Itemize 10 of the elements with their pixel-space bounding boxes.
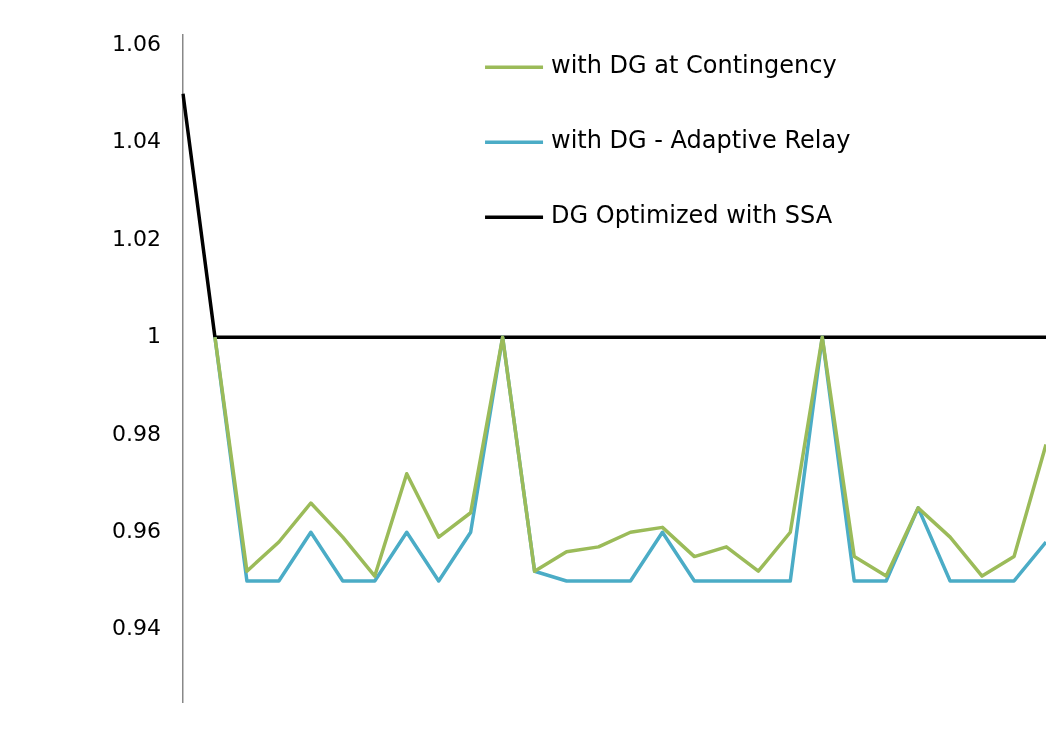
y-tick-label: 0.96 xyxy=(112,517,161,543)
legend-label: with DG at Contingency xyxy=(551,51,837,80)
y-tick-label: 0.98 xyxy=(112,420,161,446)
y-tick-label: 1 xyxy=(146,323,161,349)
y-tick-label: 1.06 xyxy=(112,30,161,56)
legend-label: DG Optimized with SSA xyxy=(551,201,833,230)
y-tick-label: 1.04 xyxy=(112,128,161,154)
y-tick-label: 1.02 xyxy=(112,225,161,251)
legend-label: with DG - Adaptive Relay xyxy=(551,126,851,155)
y-tick-label: 0.94 xyxy=(112,615,161,641)
